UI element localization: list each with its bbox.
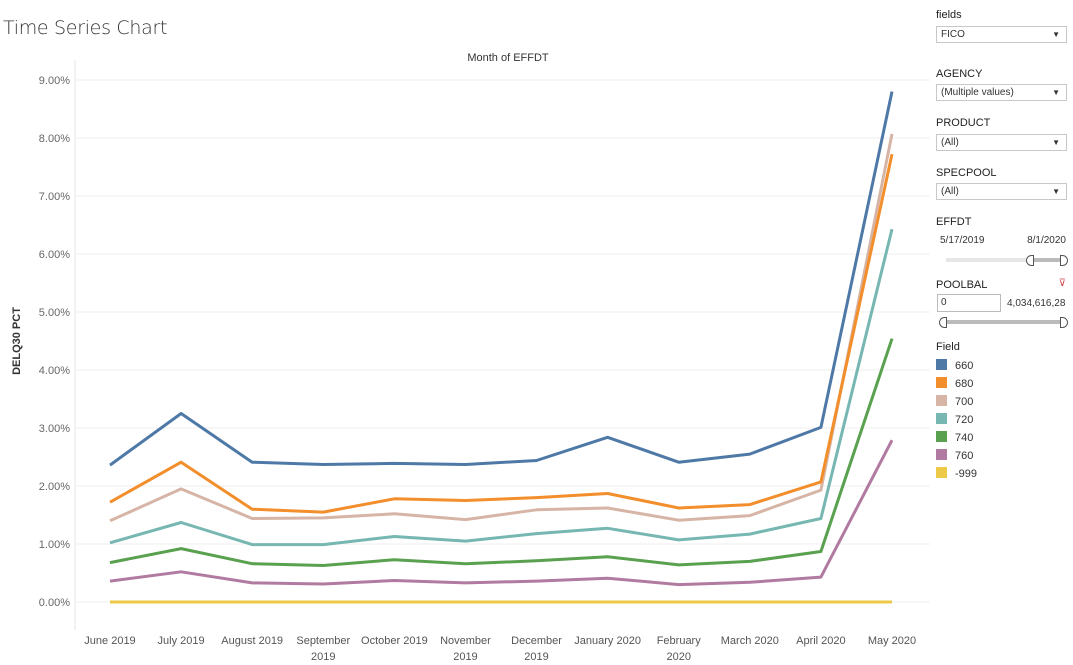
x-tick-label: December bbox=[511, 635, 562, 647]
fields-dropdown[interactable]: FICO ▼ bbox=[936, 26, 1067, 43]
legend-label: 740 bbox=[955, 432, 974, 444]
agency-label: AGENCY bbox=[936, 68, 983, 80]
poolbal-low-handle[interactable] bbox=[939, 317, 947, 328]
agency-dropdown[interactable]: (Multiple values) ▼ bbox=[936, 84, 1067, 101]
product-label: PRODUCT bbox=[936, 117, 991, 129]
series-line-700 bbox=[109, 133, 894, 523]
effdt-slider-track[interactable] bbox=[946, 258, 1066, 262]
legend-label: 760 bbox=[955, 450, 974, 462]
chevron-down-icon: ▼ bbox=[1052, 187, 1060, 196]
legend-item-720[interactable]: 720 bbox=[936, 413, 973, 427]
series-line-680 bbox=[109, 153, 894, 514]
y-tick-label: 2.00% bbox=[39, 481, 70, 493]
chevron-down-icon: ▼ bbox=[1052, 88, 1060, 97]
x-tick-label: February bbox=[657, 635, 702, 647]
fields-value: FICO bbox=[941, 29, 965, 40]
effdt-slider-range bbox=[1032, 258, 1062, 262]
series-line-720 bbox=[109, 228, 894, 547]
x-tick-label: 2019 bbox=[524, 651, 548, 663]
specpool-label: SPECPOOL bbox=[936, 167, 997, 179]
legend-swatch bbox=[936, 431, 947, 442]
series-line-740 bbox=[109, 338, 894, 567]
legend-swatch bbox=[936, 395, 947, 406]
y-tick-label: 7.00% bbox=[39, 191, 70, 203]
x-tick-label: March 2020 bbox=[721, 635, 779, 647]
legend-item-680[interactable]: 680 bbox=[936, 377, 973, 391]
x-tick-label: August 2019 bbox=[221, 635, 283, 647]
y-tick-label: 9.00% bbox=[39, 75, 70, 87]
x-tick-label: April 2020 bbox=[796, 635, 846, 647]
y-tick-label: 4.00% bbox=[39, 365, 70, 377]
legend-label: 700 bbox=[955, 396, 974, 408]
legend-swatch bbox=[936, 359, 947, 370]
legend-label: 660 bbox=[955, 360, 974, 372]
poolbal-max: 4,034,616,28 bbox=[1007, 298, 1066, 309]
effdt-high-handle[interactable] bbox=[1060, 255, 1068, 266]
legend-item-760[interactable]: 760 bbox=[936, 449, 973, 463]
x-tick-label: 2019 bbox=[453, 651, 477, 663]
specpool-dropdown[interactable]: (All) ▼ bbox=[936, 183, 1067, 200]
poolbal-min-input[interactable]: 0 bbox=[937, 294, 1001, 312]
x-tick-label: May 2020 bbox=[868, 635, 916, 647]
poolbal-label: POOLBAL bbox=[936, 279, 988, 291]
fields-label: fields bbox=[936, 9, 962, 21]
legend-label: 680 bbox=[955, 378, 974, 390]
legend-item-700[interactable]: 700 bbox=[936, 395, 973, 409]
poolbal-slider-range[interactable] bbox=[942, 320, 1062, 324]
y-tick-label: 0.00% bbox=[39, 597, 70, 609]
y-tick-label: 1.00% bbox=[39, 539, 70, 551]
effdt-max: 8/1/2020 bbox=[1027, 235, 1066, 246]
x-tick-label: September bbox=[296, 635, 350, 647]
agency-value: (Multiple values) bbox=[941, 87, 1014, 98]
x-axis-title: Month of EFFDT bbox=[467, 52, 549, 64]
legend-title: Field bbox=[936, 341, 960, 353]
y-tick-label: 8.00% bbox=[39, 133, 70, 145]
legend-swatch bbox=[936, 413, 947, 424]
page-title: Time Series Chart bbox=[3, 17, 168, 39]
legend-item-660[interactable]: 660 bbox=[936, 359, 973, 373]
x-tick-label: January 2020 bbox=[574, 635, 641, 647]
x-tick-label: November bbox=[440, 635, 491, 647]
legend-swatch bbox=[936, 449, 947, 460]
legend-swatch bbox=[936, 377, 947, 388]
effdt-low-handle[interactable] bbox=[1026, 255, 1034, 266]
series-line-660 bbox=[109, 91, 894, 467]
product-value: (All) bbox=[941, 137, 959, 148]
x-tick-label: June 2019 bbox=[84, 635, 135, 647]
y-axis-title: DELQ30 PCT bbox=[11, 307, 23, 375]
y-tick-label: 6.00% bbox=[39, 249, 70, 261]
x-tick-label: October 2019 bbox=[361, 635, 428, 647]
y-tick-label: 3.00% bbox=[39, 423, 70, 435]
legend-item-740[interactable]: 740 bbox=[936, 431, 973, 445]
x-tick-label: 2020 bbox=[666, 651, 690, 663]
effdt-label: EFFDT bbox=[936, 216, 972, 228]
chevron-down-icon: ▼ bbox=[1052, 138, 1060, 147]
series-line-760 bbox=[109, 439, 894, 587]
legend-item--999[interactable]: -999 bbox=[936, 467, 977, 481]
poolbal-high-handle[interactable] bbox=[1060, 317, 1068, 328]
x-tick-label: July 2019 bbox=[158, 635, 205, 647]
legend-label: 720 bbox=[955, 414, 974, 426]
legend-swatch bbox=[936, 467, 947, 478]
specpool-value: (All) bbox=[941, 186, 959, 197]
clear-filter-icon[interactable]: ⊽ bbox=[1058, 278, 1066, 289]
x-tick-label: 2019 bbox=[311, 651, 335, 663]
line-chart: Month of EFFDT DELQ30 PCT 0.00% 1.00% 2.00% 3… bbox=[11, 52, 930, 663]
legend-label: -999 bbox=[955, 468, 978, 480]
effdt-min: 5/17/2019 bbox=[940, 235, 985, 246]
product-dropdown[interactable]: (All) ▼ bbox=[936, 134, 1067, 151]
y-tick-label: 5.00% bbox=[39, 307, 70, 319]
chevron-down-icon: ▼ bbox=[1052, 30, 1060, 39]
